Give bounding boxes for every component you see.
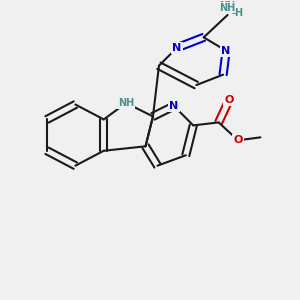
- Text: N: N: [169, 101, 178, 111]
- Text: O: O: [224, 95, 234, 105]
- Text: NH: NH: [220, 2, 236, 13]
- Text: NH: NH: [220, 1, 236, 11]
- Text: O: O: [233, 135, 243, 145]
- Text: H: H: [234, 8, 242, 19]
- Text: NH: NH: [118, 98, 134, 108]
- Text: N: N: [221, 46, 231, 56]
- Text: 2: 2: [231, 9, 236, 15]
- Text: N: N: [172, 43, 182, 53]
